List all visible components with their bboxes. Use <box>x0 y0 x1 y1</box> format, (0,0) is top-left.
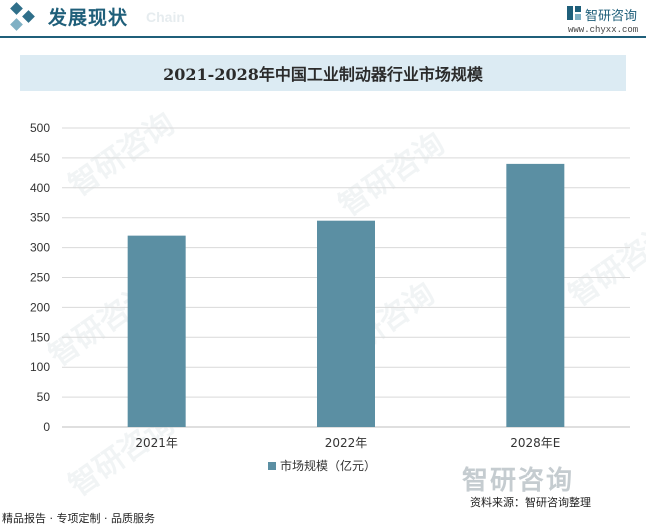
header-diamond-icon <box>10 2 23 15</box>
y-tick-label: 150 <box>30 330 50 344</box>
x-tick-label: 2022年 <box>325 436 368 450</box>
x-tick-label: 2021年 <box>135 436 178 450</box>
y-tick-label: 450 <box>30 151 50 165</box>
y-tick-label: 0 <box>43 420 50 434</box>
y-tick-label: 200 <box>30 300 50 314</box>
brand-url: www.chyxx.com <box>568 25 639 35</box>
brand-name: 智研咨询 <box>585 9 638 24</box>
bar <box>317 220 375 427</box>
y-tick-label: 100 <box>30 360 50 374</box>
y-tick-label: 400 <box>30 181 50 195</box>
chart-title-bar: 2021-2028年中国工业制动器行业市场规模 <box>20 55 626 91</box>
bar <box>127 235 186 427</box>
y-tick-label: 350 <box>30 211 50 225</box>
header-divider <box>0 36 646 38</box>
y-tick-label: 500 <box>30 121 50 135</box>
legend-swatch <box>268 462 276 470</box>
source-note: 资料来源：智研咨询整理 <box>470 496 591 509</box>
header-diamond-icon <box>22 10 35 23</box>
chart-title: 2021-2028年中国工业制动器行业市场规模 <box>163 65 483 84</box>
bar-chart: 0 50 100 150 200 250 300 350 400 450 500 2021年 2022年… <box>30 121 630 473</box>
watermark-logo-text: 智研咨询 <box>462 466 575 496</box>
header: 发展现状 Chain 智研咨询 www.chyxx.com <box>0 0 646 38</box>
x-tick-label: 2028年E <box>510 436 560 450</box>
bar <box>506 163 565 427</box>
y-tick-label: 250 <box>30 271 50 285</box>
y-tick-label: 300 <box>30 241 50 255</box>
legend-label: 市场规模（亿元） <box>280 458 376 473</box>
y-tick-label: 50 <box>37 390 51 404</box>
footer-tagline: 精品报告 · 专项定制 · 品质服务 <box>2 512 155 525</box>
brand-logo-icon <box>567 6 581 20</box>
section-subtitle: Chain <box>146 9 185 25</box>
header-diamond-icon <box>10 18 23 31</box>
section-title: 发展现状 <box>48 7 129 29</box>
